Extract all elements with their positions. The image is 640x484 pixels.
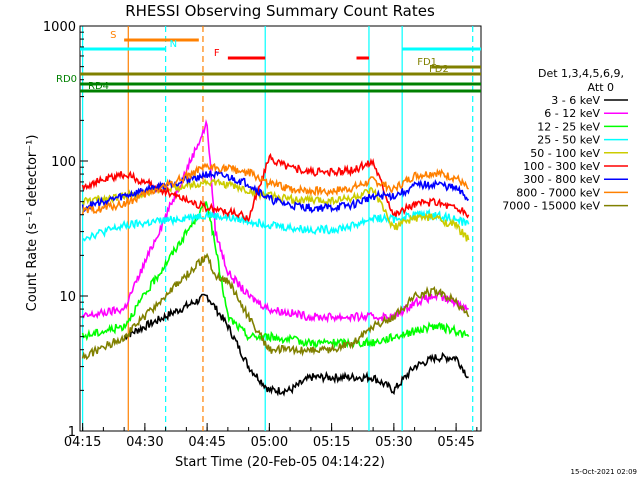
legend-title: Det 1,3,4,5,6,9, bbox=[538, 67, 624, 80]
x-tick-label-0: 04:15 bbox=[64, 435, 101, 450]
legend-label-5: 100 - 300 keV bbox=[523, 160, 600, 173]
x-tick-label-6: 05:45 bbox=[437, 435, 474, 450]
x-axis: 04:15 04:30 04:45 05:00 05:15 05:30 05:45 bbox=[64, 423, 478, 450]
series-800-7000-kev bbox=[81, 162, 470, 215]
x-tick-label-2: 04:45 bbox=[188, 435, 225, 450]
y-axis: 1 10 100 1000 bbox=[43, 20, 88, 440]
x-tick-label-1: 04:30 bbox=[126, 435, 163, 450]
series-7000-15000-kev bbox=[81, 252, 470, 361]
plot-area bbox=[79, 25, 482, 432]
flag-bar-n-1-label: N bbox=[170, 39, 177, 50]
y-axis-label: Count Rate (s⁻¹ detector⁻¹) bbox=[25, 135, 40, 312]
x-axis-label: Start Time (20-Feb-05 04:14:22) bbox=[175, 455, 385, 470]
y-tick-label-1: 10 bbox=[59, 290, 76, 305]
flag-bar-fd1-5-label: FD1 bbox=[417, 57, 437, 68]
x-tick-label-5: 05:30 bbox=[375, 435, 412, 450]
y-tick-label-2: 100 bbox=[51, 155, 76, 170]
series-300-800-kev bbox=[81, 169, 470, 214]
legend-label-4: 50 - 100 keV bbox=[530, 147, 600, 160]
legend-label-1: 6 - 12 keV bbox=[544, 107, 600, 120]
flag-bar-rd4-8-label: RD4 bbox=[88, 81, 109, 92]
series-12-25-kev bbox=[81, 201, 470, 349]
chart-title: RHESSI Observing Summary Count Rates bbox=[125, 2, 435, 20]
series-100-300-kev bbox=[81, 152, 470, 223]
footer-timestamp: 15-Oct-2021 02:09 bbox=[571, 468, 637, 476]
flag-bar-s-0-label: S bbox=[110, 30, 116, 41]
y-tick-label-3: 1000 bbox=[43, 20, 76, 35]
series-3-6-kev bbox=[123, 293, 469, 397]
legend-label-6: 300 - 800 keV bbox=[523, 173, 600, 186]
x-tick-label-3: 05:00 bbox=[251, 435, 288, 450]
x-tick-label-4: 05:15 bbox=[313, 435, 350, 450]
flag-bar-rd0-7-label: RD0 bbox=[56, 74, 77, 85]
legend-label-2: 12 - 25 keV bbox=[537, 120, 600, 133]
legend-label-0: 3 - 6 keV bbox=[551, 94, 600, 107]
legend-label-7: 800 - 7000 keV bbox=[516, 186, 600, 199]
series-25-50-kev bbox=[82, 208, 470, 242]
legend-label-8: 7000 - 15000 keV bbox=[502, 200, 600, 213]
series-6-12-kev bbox=[81, 119, 469, 324]
flag-bar-f-3-label: F bbox=[214, 48, 220, 59]
flag-bar-fd2-6-label: FD2 bbox=[429, 64, 449, 75]
y-tick-label-0: 1 bbox=[68, 425, 76, 440]
plot-frame bbox=[79, 25, 482, 432]
legend-label-3: 25 - 50 keV bbox=[537, 134, 600, 147]
legend-subtitle: Att 0 bbox=[588, 81, 614, 94]
